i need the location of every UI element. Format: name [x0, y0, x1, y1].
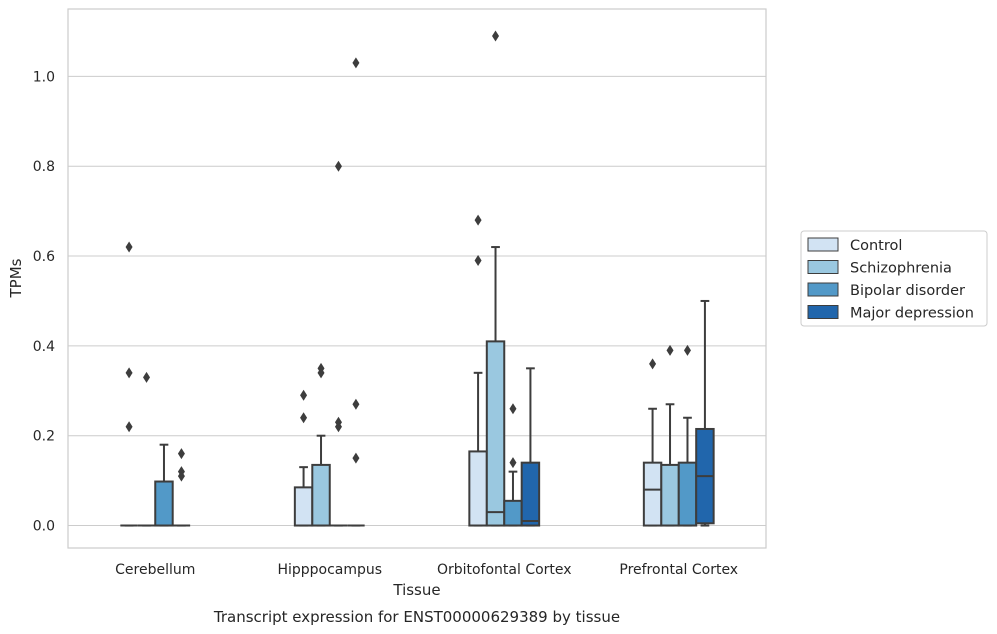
legend-swatch [807, 260, 839, 274]
outlier-point [125, 241, 133, 253]
outlier-point [352, 57, 360, 69]
x-tick-label: Orbitofontal Cortex [437, 562, 572, 578]
outlier-point [509, 403, 517, 415]
outlier-point [334, 160, 342, 172]
x-axis-label: Tissue [392, 581, 440, 599]
box-plot [329, 160, 348, 527]
outlier-point [143, 371, 151, 383]
y-tick-labels: 0.0 0.2 0.4 0.6 0.8 1.0 [33, 69, 55, 534]
x-tick-label: Cerebellum [115, 562, 195, 578]
outlier-point [683, 344, 691, 356]
y-axis-label: TPMs [7, 258, 25, 298]
box-plot [520, 367, 541, 527]
box-body [311, 463, 331, 527]
outlier-point [125, 367, 133, 379]
legend-swatch [807, 305, 839, 319]
outlier-point [492, 30, 500, 42]
box-plot [120, 241, 138, 527]
legend-swatch [807, 237, 839, 252]
box-body [677, 461, 698, 527]
y-tick-label: 0.8 [33, 159, 55, 175]
chart-caption: Transcript expression for ENST0000062938… [213, 608, 620, 626]
x-tick-label: Hipppocampus [277, 562, 382, 578]
outlier-point [474, 214, 482, 226]
outlier-point [352, 398, 360, 410]
outlier-point [300, 389, 308, 401]
y-tick-label: 0.6 [33, 249, 55, 265]
outlier-point [300, 412, 308, 424]
outlier-point [125, 421, 133, 433]
box-body [468, 450, 488, 527]
legend-label: Control [850, 238, 902, 254]
y-tick-label: 1.0 [33, 69, 55, 85]
y-tick-label: 0.0 [33, 519, 55, 535]
box-plot [485, 30, 506, 527]
box-plots [120, 30, 715, 527]
y-tick-label: 0.4 [33, 339, 55, 355]
box-body [293, 486, 314, 527]
box-body [503, 499, 523, 527]
box-plot [677, 344, 698, 527]
outlier-point [177, 470, 185, 482]
box-plot [660, 344, 680, 527]
box-plot [468, 214, 488, 527]
legend-label: Schizophrenia [850, 261, 952, 277]
legend-label: Bipolar disorder [850, 283, 965, 299]
y-tick-label: 0.2 [33, 429, 55, 445]
box-plot [503, 403, 523, 527]
box-plot [172, 448, 191, 527]
outlier-point [509, 457, 517, 469]
box-plot [293, 389, 314, 527]
box-plot [695, 299, 715, 527]
outlier-point [666, 344, 674, 356]
outlier-point [317, 367, 325, 379]
grid-lines [68, 75, 766, 527]
x-tick-label: Prefrontal Cortex [619, 562, 738, 578]
outlier-point [474, 255, 482, 267]
legend-frame [800, 230, 988, 327]
legend-swatch [807, 282, 839, 297]
outlier-point [352, 452, 360, 464]
box-body [660, 463, 680, 527]
box-body [520, 461, 541, 527]
box-plot [137, 371, 156, 527]
outlier-point [649, 358, 657, 370]
legend-label: Major depression [850, 306, 974, 322]
box-body [642, 461, 663, 527]
box-plot [347, 57, 365, 527]
plot-frame [67, 8, 767, 549]
box-plot [642, 358, 663, 527]
x-tick-labels: Cerebellum Hipppocampus Orbitofontal Corte… [115, 562, 738, 578]
legend: Control Schizophrenia Bipolar disorder Majo… [800, 230, 988, 327]
outlier-point [177, 448, 185, 460]
box-plot [154, 443, 174, 527]
box-body [154, 480, 174, 527]
box-plot [311, 362, 331, 527]
outlier-point [334, 421, 342, 433]
box-body [485, 340, 506, 527]
